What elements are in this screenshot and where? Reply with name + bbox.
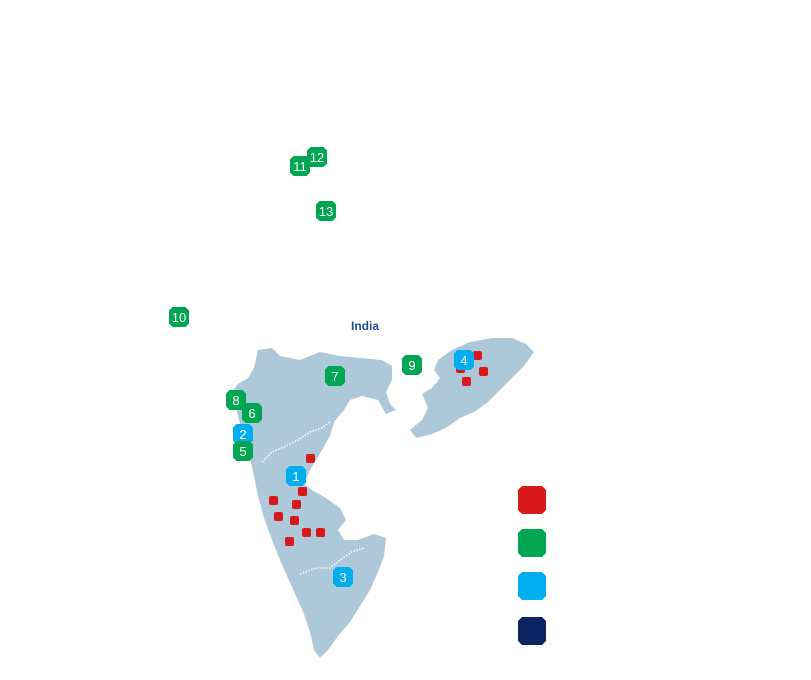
marker-number: 13 [319,204,333,219]
marker-badge-green [169,307,189,327]
legend-item-green [518,529,546,557]
site-marker-4[interactable]: 4 [454,350,474,370]
red-site-marker[interactable] [274,512,283,521]
legend-swatch-navy [518,617,546,645]
marker-badge-green [226,390,246,410]
legend-swatch-red [518,486,546,514]
site-marker-12[interactable]: 12 [307,147,327,167]
legend-swatch-green [518,529,546,557]
site-marker-5[interactable]: 5 [233,441,253,461]
marker-badge-green [316,201,336,221]
marker-number: 6 [248,406,255,421]
red-site-marker[interactable] [285,537,294,546]
marker-number: 3 [339,570,346,585]
red-sites-layer [269,351,488,546]
legend-item-blue [518,572,546,600]
red-site-marker[interactable] [306,454,315,463]
red-site-marker[interactable] [298,487,307,496]
red-site-marker[interactable] [473,351,482,360]
red-site-marker[interactable] [302,528,311,537]
marker-badge-green [325,366,345,386]
red-site-marker[interactable] [292,500,301,509]
marker-number: 5 [239,444,246,459]
site-marker-13[interactable]: 13 [316,201,336,221]
state-border-north [261,421,331,463]
site-marker-1[interactable]: 1 [286,466,306,486]
site-marker-9[interactable]: 9 [402,355,422,375]
marker-badge-green [233,441,253,461]
site-marker-11[interactable]: 11 [290,156,310,176]
marker-number: 7 [331,369,338,384]
site-marker-8[interactable]: 8 [226,390,246,410]
legend [518,486,546,645]
state-border-south [299,547,365,575]
marker-badge-blue [286,466,306,486]
red-site-marker[interactable] [269,496,278,505]
legend-swatch-blue [518,572,546,600]
marker-number: 4 [460,353,467,368]
marker-number: 8 [232,393,239,408]
marker-number: 9 [408,358,415,373]
site-marker-3[interactable]: 3 [333,567,353,587]
red-site-marker[interactable] [316,528,325,537]
marker-badge-green [290,156,310,176]
site-marker-7[interactable]: 7 [325,366,345,386]
legend-item-red [518,486,546,514]
marker-badge-green [242,403,262,423]
marker-number: 11 [293,159,307,174]
marker-number: 1 [292,469,299,484]
marker-number: 2 [239,427,246,442]
red-site-marker[interactable] [479,367,488,376]
site-marker-6[interactable]: 6 [242,403,262,423]
country-label: India [351,319,379,333]
marker-badge-blue [333,567,353,587]
marker-badge-blue [454,350,474,370]
site-marker-10[interactable]: 10 [169,307,189,327]
western-region-shape [232,348,396,658]
eastern-region-shape [410,338,534,438]
legend-item-navy [518,617,546,645]
red-site-marker[interactable] [462,377,471,386]
site-marker-2[interactable]: 2 [233,424,253,444]
red-site-marker[interactable] [290,516,299,525]
marker-badge-green [402,355,422,375]
marker-badge-green [307,147,327,167]
marker-badge-blue [233,424,253,444]
marker-number: 10 [172,310,186,325]
india-landmass [232,338,534,658]
marker-number: 12 [310,150,324,165]
